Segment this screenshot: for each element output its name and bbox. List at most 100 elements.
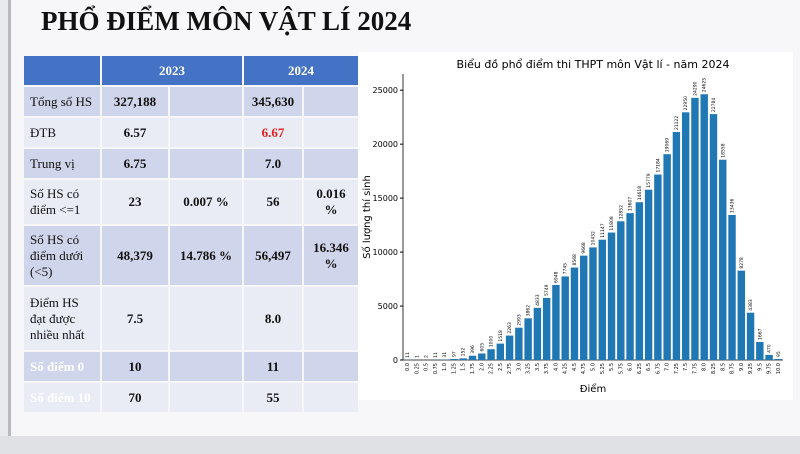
bar	[746, 312, 755, 360]
bar	[691, 97, 699, 360]
x-tick-label: 4.75	[581, 363, 587, 374]
x-tick-label: 9.25	[748, 363, 754, 374]
bar	[617, 221, 625, 360]
x-tick-label: 6.0	[628, 363, 634, 371]
bar	[533, 307, 542, 360]
value-2024: 345,630	[244, 87, 302, 116]
bar-value-label: 22784	[711, 98, 717, 112]
row-label: Số HS có điểm dưới (<5)	[24, 226, 100, 285]
x-tick-label: 3.25	[526, 363, 532, 374]
bar-value-label: 12852	[618, 205, 624, 219]
bar-value-label: 17184	[655, 158, 661, 172]
value-2024: 56	[244, 180, 302, 224]
bar-value-label: 4833	[535, 294, 541, 306]
x-tick-label: 3.5	[535, 363, 541, 371]
value-2023: 10	[102, 352, 168, 381]
percent-2024: 16.346 %	[304, 226, 358, 285]
bar	[450, 358, 458, 360]
y-axis-label: Số lượng thí sinh	[361, 175, 373, 259]
percent-2024	[304, 87, 358, 116]
bar	[709, 114, 718, 360]
bar-value-label: 13436	[730, 199, 736, 213]
bar-value-label: 11	[433, 352, 439, 358]
bar-value-label: 8568	[572, 254, 578, 266]
bar-value-label: 605	[479, 343, 485, 352]
bar	[515, 327, 523, 360]
percent-2024	[304, 118, 358, 147]
bar	[700, 94, 708, 361]
x-tick-label: 5.25	[600, 363, 606, 374]
x-tick-label: 7.5	[683, 363, 689, 371]
x-tick-label: 0.5	[424, 363, 430, 371]
bar-value-label: 18558	[720, 143, 726, 157]
bar	[654, 174, 662, 360]
bar-value-label: 97	[451, 351, 457, 357]
percent-2024	[304, 352, 358, 381]
y-tick-label: 25000	[373, 86, 398, 95]
bar-value-label: 1667	[757, 328, 763, 340]
bar-value-label: 24290	[692, 81, 698, 95]
value-2024: 56,497	[244, 226, 302, 285]
percent-2023	[170, 118, 242, 147]
x-tick-label: 1.25	[451, 363, 457, 374]
row-label: Số HS có điểm <=1	[24, 180, 100, 224]
bar	[681, 112, 690, 360]
bar	[672, 132, 681, 360]
x-tick-label: 3.0	[516, 363, 522, 371]
bar	[478, 353, 486, 360]
bar	[487, 349, 495, 360]
bar-value-label: 6948	[553, 271, 559, 283]
row-label: Tổng số HS	[24, 87, 100, 116]
bar-value-label: 2263	[507, 322, 513, 334]
x-tick-label: 8.75	[730, 363, 736, 374]
value-2023: 327,188	[102, 87, 168, 116]
bar-value-label: 22950	[683, 96, 689, 110]
bar-value-label: 396	[470, 345, 476, 354]
bar-value-label: 10432	[591, 231, 597, 245]
bar	[524, 318, 532, 360]
x-tick-label: 8.5	[720, 363, 726, 371]
bar	[728, 214, 736, 360]
percent-2023	[170, 87, 242, 116]
percent-2024	[304, 287, 358, 350]
bar-value-label: 470	[767, 344, 773, 353]
percent-2023: 0.007 %	[170, 180, 242, 224]
bar-value-label: 14618	[637, 186, 643, 200]
value-2024: 55	[244, 383, 302, 412]
row-label: ĐTB	[24, 118, 100, 147]
slide: PHỔ ĐIỂM MÔN VẬT LÍ 2024 2023 2024 Tổng …	[8, 0, 800, 436]
bar-value-label: 15779	[646, 173, 652, 187]
bar-value-label: 1000	[489, 336, 495, 348]
header-blank	[24, 56, 100, 85]
table-row: ĐTB 6.57 6.67	[24, 118, 358, 147]
chart-title: Biểu đồ phổ điểm thi THPT môn Vật lí - n…	[457, 58, 730, 71]
x-tick-label: 4.5	[572, 363, 578, 371]
bar-value-label: 9668	[581, 242, 587, 254]
bar	[607, 232, 616, 360]
bar-value-label: 3862	[526, 305, 532, 317]
bar	[635, 202, 644, 360]
value-2023: 6.57	[102, 118, 168, 147]
bar-value-label: 7745	[563, 263, 569, 275]
value-2023: 7.5	[102, 287, 168, 350]
x-tick-label: 2.5	[498, 363, 504, 371]
row-label: Trung vị	[24, 149, 100, 178]
percent-2024	[304, 149, 358, 178]
bar-value-label: 95	[776, 351, 782, 357]
bar-value-label: 1	[414, 355, 420, 358]
x-tick-label: 9.0	[739, 363, 745, 371]
bar	[505, 335, 514, 360]
percent-2023	[170, 352, 242, 381]
bar-value-label: 2	[424, 355, 430, 358]
x-tick-label: 6.5	[646, 363, 652, 371]
value-2023: 23	[102, 180, 168, 224]
x-tick-label: 5.75	[618, 363, 624, 374]
value-2024: 8.0	[244, 287, 302, 350]
table-row: Số điểm 10 70 55	[24, 383, 358, 412]
bar-value-label: 1518	[498, 330, 504, 342]
percent-2024: 0.016 %	[304, 180, 358, 224]
bar-value-label: 8278	[739, 257, 745, 269]
y-tick-label: 20000	[373, 140, 398, 149]
x-tick-label: 8.0	[702, 363, 708, 371]
table-row: Số HS có điểm dưới (<5) 48,379 14.786 % 56,…	[24, 226, 358, 285]
